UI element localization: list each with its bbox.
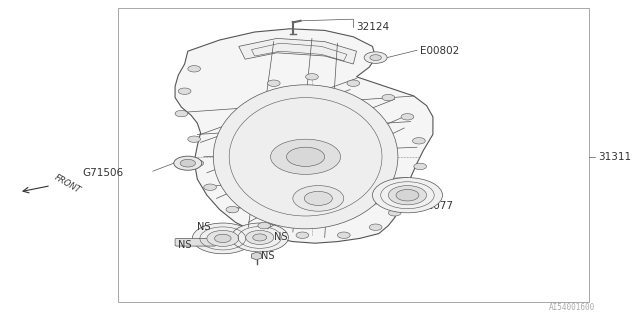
Polygon shape	[175, 29, 433, 243]
Text: NS: NS	[261, 251, 275, 261]
Polygon shape	[252, 252, 262, 260]
Circle shape	[414, 163, 426, 170]
Circle shape	[296, 232, 308, 238]
Circle shape	[179, 88, 191, 94]
Text: 32124: 32124	[356, 22, 390, 32]
Text: AI54001600: AI54001600	[549, 303, 595, 312]
Text: G71506: G71506	[83, 168, 124, 178]
Circle shape	[388, 186, 426, 205]
Circle shape	[214, 234, 231, 243]
Circle shape	[246, 230, 274, 244]
Circle shape	[396, 189, 419, 201]
Ellipse shape	[213, 85, 398, 229]
Circle shape	[268, 80, 280, 86]
Circle shape	[174, 156, 202, 170]
Circle shape	[293, 186, 344, 211]
Text: NS: NS	[179, 240, 192, 250]
Circle shape	[253, 234, 267, 241]
Circle shape	[369, 224, 382, 230]
Circle shape	[372, 178, 442, 213]
Circle shape	[271, 139, 340, 174]
Circle shape	[188, 66, 200, 72]
Circle shape	[304, 191, 332, 205]
Circle shape	[287, 147, 324, 166]
Circle shape	[364, 52, 387, 63]
Circle shape	[401, 114, 414, 120]
Circle shape	[370, 55, 381, 60]
Circle shape	[388, 210, 401, 216]
Circle shape	[204, 184, 216, 190]
Text: NS: NS	[197, 222, 211, 232]
Circle shape	[191, 160, 204, 166]
Circle shape	[175, 110, 188, 117]
Circle shape	[337, 232, 350, 238]
Circle shape	[305, 74, 318, 80]
Circle shape	[258, 222, 271, 229]
Circle shape	[231, 223, 289, 252]
Text: FRONT: FRONT	[53, 173, 82, 195]
Circle shape	[347, 80, 360, 86]
Circle shape	[382, 94, 395, 101]
Polygon shape	[239, 38, 356, 64]
Text: NS: NS	[274, 232, 287, 242]
Circle shape	[180, 159, 195, 167]
Circle shape	[207, 230, 239, 246]
Circle shape	[188, 136, 200, 142]
Text: 31077: 31077	[420, 201, 453, 212]
FancyBboxPatch shape	[175, 238, 216, 246]
Circle shape	[192, 223, 253, 254]
Circle shape	[413, 138, 425, 144]
Text: 31311: 31311	[598, 152, 632, 162]
Circle shape	[226, 206, 239, 213]
Text: E00802: E00802	[420, 46, 460, 56]
Circle shape	[404, 189, 417, 195]
